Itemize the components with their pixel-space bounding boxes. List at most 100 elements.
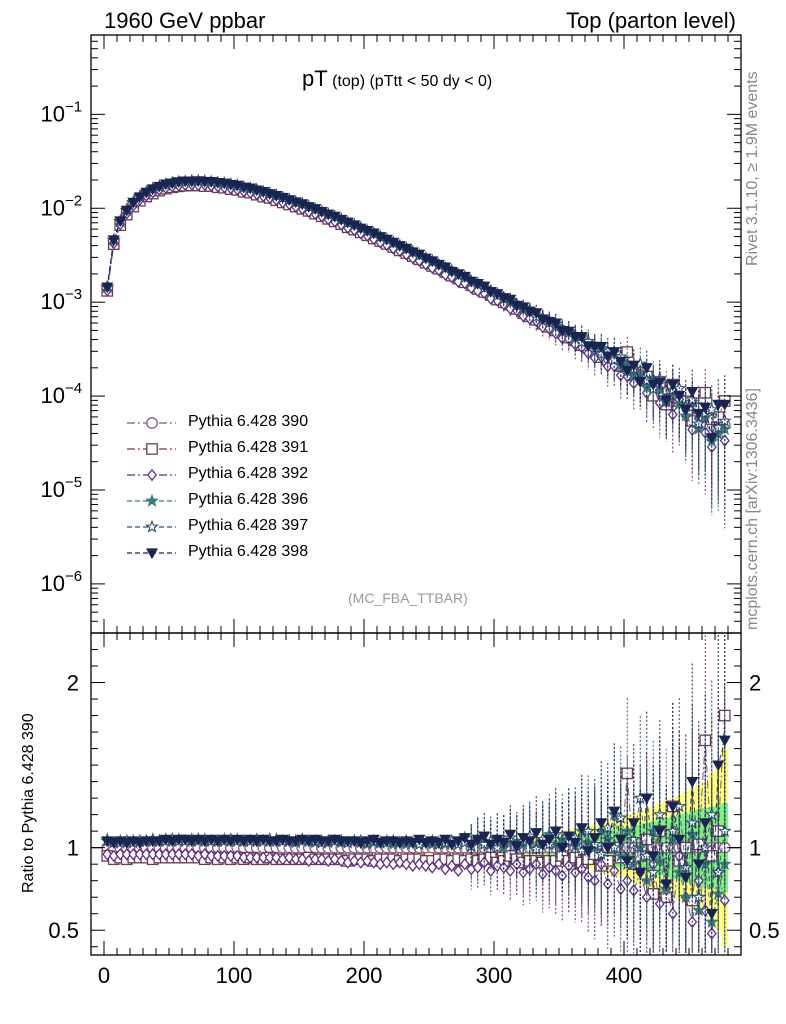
data-point-ratio <box>432 838 445 849</box>
legend-entry: Pythia 6.428 390 <box>188 413 309 430</box>
data-point-ratio <box>354 838 367 849</box>
data-point-ratio <box>653 826 666 838</box>
y-tick-exponent: −6 <box>65 568 82 585</box>
ratio-y-axis-label: Ratio to Pythia 6.428 390 <box>20 713 37 893</box>
data-point-ratio <box>523 836 536 848</box>
data-point-ratio <box>310 852 321 866</box>
data-point-ratio <box>504 829 517 841</box>
data-point-ratio <box>595 818 608 830</box>
data-point-ratio <box>588 833 601 844</box>
data-point-main <box>478 281 491 293</box>
data-point-ratio <box>302 836 315 848</box>
ratio-tick-label-left: 1 <box>67 836 79 861</box>
data-point-ratio <box>582 846 595 858</box>
data-point-ratio <box>225 849 236 863</box>
data-point-ratio <box>459 857 470 871</box>
data-point-ratio <box>362 854 373 868</box>
data-point-ratio <box>406 838 419 849</box>
data-point-ratio <box>271 851 282 864</box>
data-point-ratio <box>133 838 146 849</box>
x-tick-label: 200 <box>346 963 383 988</box>
y-tick-label: 10 <box>41 289 65 314</box>
legend-marker <box>147 468 157 482</box>
data-point-ratio <box>198 836 211 848</box>
data-point-main <box>530 308 543 320</box>
data-point-ratio <box>505 864 516 878</box>
data-point-ratio <box>250 836 263 848</box>
data-point-main <box>575 332 588 344</box>
data-point-ratio <box>569 838 582 849</box>
data-point-ratio <box>120 838 133 849</box>
data-point-main <box>666 379 679 391</box>
legend-marker <box>145 548 159 560</box>
data-point-ratio <box>251 851 262 864</box>
y-tick-exponent: −3 <box>65 286 82 303</box>
data-point-ratio <box>270 836 283 848</box>
data-point-ratio <box>160 848 171 861</box>
data-point-ratio <box>666 801 679 813</box>
data-point-ratio <box>102 848 113 861</box>
data-point-ratio <box>349 854 360 868</box>
ratio-tick-label-left: 0.5 <box>48 918 79 943</box>
header-energy: 1960 GeV ppbar <box>104 8 266 33</box>
data-point-ratio <box>121 848 132 861</box>
data-point-ratio <box>712 760 725 772</box>
plot-title-main: pT <box>302 66 328 91</box>
data-point-ratio <box>634 867 647 879</box>
rivet-version-label: Rivet 3.1.10, ≥ 1.9M events <box>744 71 761 266</box>
data-point-ratio <box>211 836 224 848</box>
y-tick-exponent: −2 <box>65 192 82 209</box>
data-point-main <box>472 284 483 298</box>
data-point-ratio <box>167 848 178 861</box>
data-point-ratio <box>445 839 458 851</box>
data-point-ratio <box>608 806 621 818</box>
data-point-main <box>114 216 127 228</box>
mcplots-reference-label: mcplots.cern.ch [arXiv:1306.3436] <box>744 388 761 630</box>
data-point-ratio <box>647 851 660 863</box>
data-point-ratio <box>258 851 269 864</box>
data-point-ratio <box>361 836 374 848</box>
data-point-ratio <box>543 834 556 846</box>
data-point-main <box>504 294 517 306</box>
data-point-main <box>634 376 647 388</box>
data-point-main <box>101 282 114 294</box>
data-point-ratio <box>446 859 457 873</box>
data-point-main <box>562 326 575 338</box>
data-point-ratio <box>381 856 392 869</box>
x-tick-label: 400 <box>606 963 643 988</box>
series-line-main <box>106 180 726 429</box>
data-point-ratio <box>336 854 347 868</box>
data-point-ratio <box>393 838 406 849</box>
legend-entry: Pythia 6.428 398 <box>188 543 309 560</box>
data-point-ratio <box>614 834 627 846</box>
data-point-ratio <box>316 852 327 866</box>
plot-title-sub: (top) (pTtt < 50 dy < 0) <box>327 73 493 90</box>
y-tick-label: 10 <box>41 477 65 502</box>
x-tick-label: 0 <box>98 963 110 988</box>
series-pythia-6-428-398 <box>101 176 731 953</box>
data-point-ratio <box>322 836 335 848</box>
data-point-ratio <box>173 848 184 861</box>
x-tick-label: 100 <box>216 963 253 988</box>
legend-marker <box>146 443 158 455</box>
y-tick-label: 10 <box>41 383 65 408</box>
data-point-ratio <box>465 839 478 851</box>
data-point-ratio <box>166 836 179 848</box>
data-point-main <box>614 356 627 368</box>
data-point-main <box>679 404 692 416</box>
data-point-main <box>673 390 686 402</box>
data-point-main <box>140 187 153 199</box>
data-point-ratio <box>691 889 706 904</box>
y-tick-label: 10 <box>41 101 65 126</box>
data-point-ratio <box>575 823 588 835</box>
data-point-ratio <box>497 838 510 849</box>
plot-title: pT (top) (pTtt < 50 dy < 0) <box>302 66 492 92</box>
data-point-ratio <box>627 818 640 830</box>
data-point-ratio <box>471 834 484 846</box>
legend-entry: Pythia 6.428 391 <box>188 439 309 456</box>
data-point-ratio <box>290 852 301 866</box>
data-point-ratio <box>186 848 197 861</box>
data-point-ratio <box>621 856 634 868</box>
data-point-ratio <box>147 848 158 861</box>
data-point-main <box>166 178 179 190</box>
